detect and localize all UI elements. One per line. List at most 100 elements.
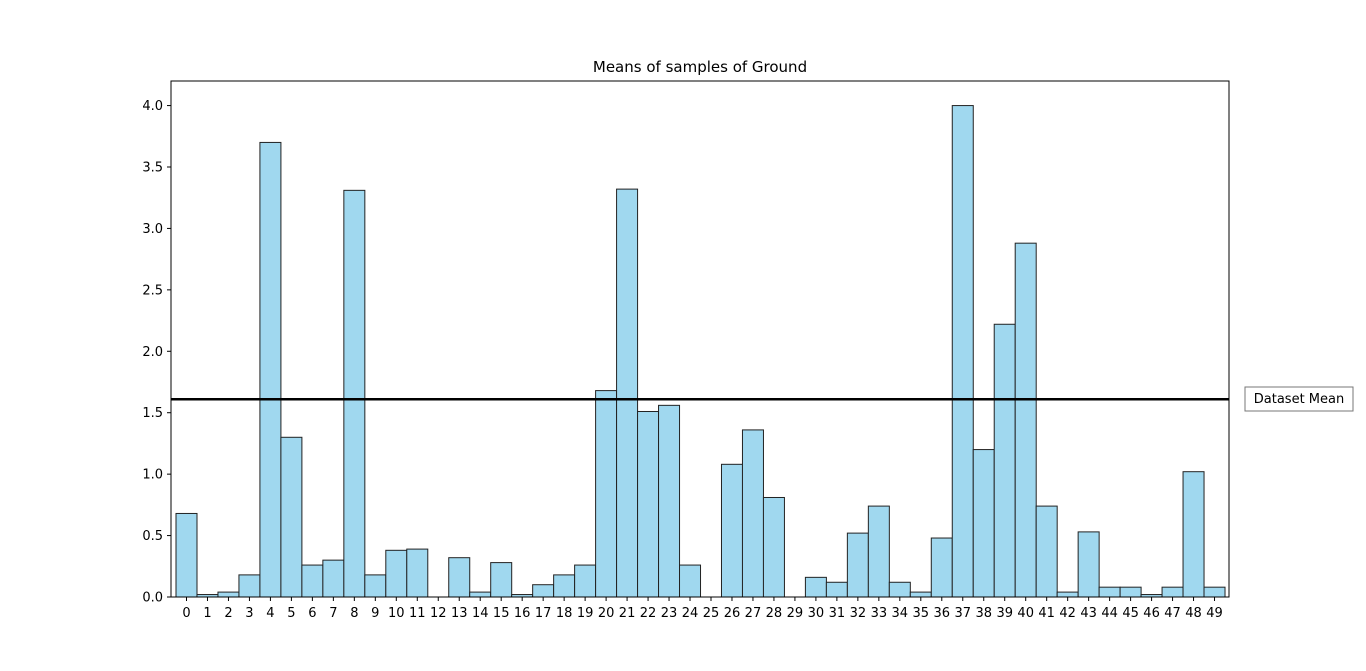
x-tick-label: 32 [850,606,867,621]
bar-34 [888,581,911,598]
x-tick-label: 8 [350,606,358,621]
bar-3 [238,574,261,598]
y-tick-label: 4.0 [142,99,163,114]
bar-40 [1014,242,1037,598]
bar-32 [846,532,869,598]
bar-10 [385,549,408,598]
y-tick-label: 2.0 [142,345,163,360]
x-tick-label: 6 [308,606,316,621]
chart-title: Means of samples of Ground [593,58,807,76]
x-tick-label: 15 [493,606,510,621]
y-tick-label: 0.0 [142,591,163,606]
x-tick-label: 25 [703,606,720,621]
x-tick-label: 3 [245,606,253,621]
x-tick-label: 40 [1017,606,1034,621]
y-tick-label: 3.0 [142,222,163,237]
x-tick-label: 4 [266,606,274,621]
bar-48 [1182,471,1205,598]
bar-15 [490,562,513,598]
bar-24 [679,564,702,598]
y-tick-label: 2.5 [142,283,163,298]
bar-11 [406,548,429,598]
bar-43 [1077,531,1100,598]
y-tick-label: 3.5 [142,161,163,176]
bar-28 [762,496,785,598]
x-tick-label: 44 [1101,606,1118,621]
y-tick-label: 1.5 [142,406,163,421]
x-tick-label: 9 [371,606,379,621]
x-tick-label: 5 [287,606,295,621]
bar-7 [322,559,345,598]
x-tick-label: 17 [535,606,552,621]
x-tick-label: 31 [829,606,846,621]
bar-42 [1056,591,1079,598]
x-tick-label: 19 [577,606,594,621]
x-tick-label: 18 [556,606,573,621]
bar-47 [1161,586,1184,598]
x-tick-label: 48 [1185,606,1202,621]
bar-23 [658,404,681,598]
bar-20 [595,390,618,598]
mean-legend: Dataset Mean [1244,386,1354,412]
x-tick-label: 12 [430,606,447,621]
x-tick-label: 43 [1080,606,1097,621]
x-tick-label: 16 [514,606,531,621]
x-tick-label: 37 [954,606,971,621]
x-tick-label: 23 [661,606,678,621]
x-tick-label: 24 [682,606,699,621]
x-tick-label: 27 [745,606,762,621]
bar-13 [448,557,471,598]
x-tick-label: 49 [1206,606,1223,621]
bar-31 [825,581,848,598]
bar-45 [1119,586,1142,598]
x-tick-label: 38 [975,606,992,621]
x-tick-label: 14 [472,606,489,621]
x-tick-label: 47 [1164,606,1181,621]
bar-39 [993,323,1016,598]
bar-30 [804,576,827,598]
bar-19 [574,564,597,598]
x-tick-label: 36 [934,606,951,621]
x-tick-label: 22 [640,606,657,621]
bar-21 [616,188,639,598]
y-tick-label: 1.0 [142,468,163,483]
x-tick-label: 28 [766,606,783,621]
bar-44 [1098,586,1121,598]
x-tick-label: 45 [1122,606,1139,621]
x-tick-label: 7 [329,606,337,621]
mean-legend-box [1244,386,1354,412]
x-tick-label: 1 [203,606,211,621]
x-tick-label: 35 [913,606,930,621]
bar-9 [364,574,387,598]
bar-22 [637,410,660,598]
x-tick-label: 29 [787,606,804,621]
x-axis-ticks: 0 1 2 3 4 5 6 7 8 9 10 11 12 13 14 15 16 17 18 19 20 21 22 23 24… [182,597,1223,621]
x-tick-label: 42 [1059,606,1076,621]
x-tick-label: 41 [1038,606,1055,621]
bar-17 [532,584,555,598]
bar-38 [972,449,995,598]
x-tick-label: 21 [619,606,636,621]
bar-18 [553,574,576,598]
x-tick-label: 0 [182,606,190,621]
x-tick-label: 13 [451,606,468,621]
x-tick-label: 46 [1143,606,1160,621]
y-axis-ticks: 0.0 0.5 1.0 1.5 2.0 2.5 3.0 3.5 4.0 [142,99,171,606]
bar-8 [343,189,366,598]
bar-14 [469,591,492,598]
bar-26 [720,463,743,598]
bar-35 [909,591,932,598]
bar-37 [951,105,974,598]
bar-27 [741,429,764,598]
bar-33 [867,505,890,598]
bar-6 [301,564,324,598]
x-tick-label: 10 [388,606,405,621]
x-tick-label: 2 [224,606,232,621]
x-tick-label: 34 [892,606,909,621]
x-tick-label: 11 [409,606,426,621]
bar-49 [1203,586,1226,598]
y-tick-label: 0.5 [142,529,163,544]
plot-frame [170,80,1230,598]
x-tick-label: 33 [871,606,888,621]
